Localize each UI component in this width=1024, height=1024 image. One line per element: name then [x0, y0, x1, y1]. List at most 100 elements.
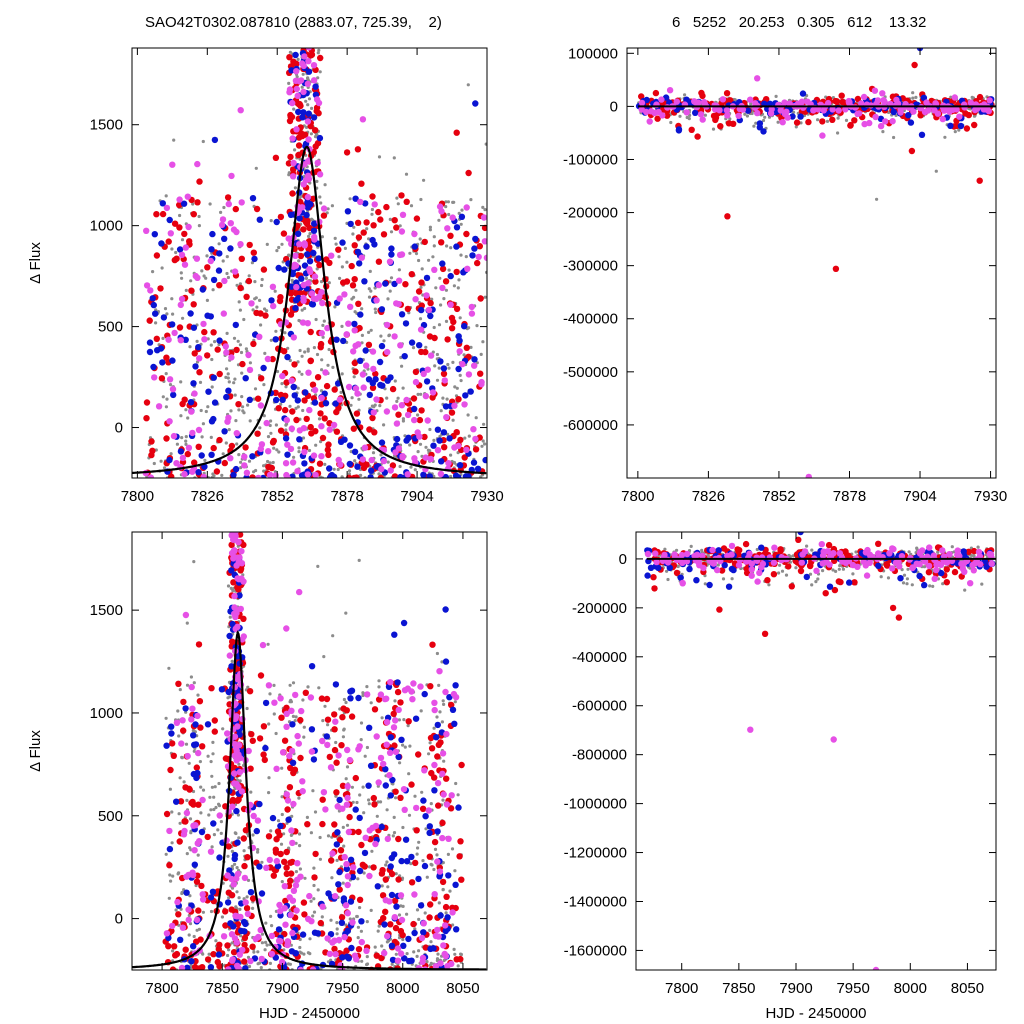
data-point-blue	[368, 467, 375, 474]
data-point-gray	[435, 378, 440, 382]
data-point-blue	[408, 853, 415, 861]
data-point-red	[163, 810, 171, 818]
data-point-red	[372, 370, 379, 378]
data-point-blue	[756, 120, 764, 127]
data-point-gray	[431, 255, 435, 259]
data-point-red	[257, 672, 265, 679]
data-point-magenta	[651, 109, 658, 117]
data-point-blue	[332, 400, 339, 407]
data-point-red	[375, 208, 382, 216]
data-point-red	[157, 285, 164, 292]
data-point-red	[375, 696, 383, 703]
data-point-blue	[393, 903, 400, 910]
data-point-red	[337, 847, 345, 854]
data-point-red	[195, 907, 202, 914]
data-point-magenta	[344, 881, 351, 889]
data-point-gray	[446, 362, 450, 367]
data-point-gray	[211, 740, 215, 745]
data-point-magenta	[231, 547, 238, 554]
data-point-magenta	[307, 268, 314, 276]
data-point-blue	[187, 310, 194, 317]
data-point-gray	[242, 411, 246, 415]
data-point-magenta	[342, 902, 350, 909]
data-point-magenta	[932, 100, 939, 107]
data-point-gray	[187, 913, 191, 918]
data-point-red	[191, 350, 198, 357]
data-point-magenta	[270, 302, 277, 310]
data-point-blue	[433, 734, 440, 741]
data-point-blue	[149, 295, 156, 302]
data-point-gray	[326, 207, 330, 211]
data-point-gray	[453, 869, 457, 873]
data-point-magenta	[231, 752, 238, 759]
data-point-gray	[188, 345, 192, 349]
data-point-magenta	[412, 296, 419, 303]
data-point-magenta	[638, 99, 646, 107]
data-point-magenta	[386, 772, 393, 779]
data-point-gray	[309, 41, 312, 44]
data-point-blue	[228, 663, 235, 670]
data-point-gray	[451, 360, 455, 364]
data-point-magenta	[236, 951, 243, 958]
data-point-red	[476, 243, 483, 250]
data-point-red	[171, 256, 178, 264]
data-point-blue	[947, 122, 954, 129]
data-point-magenta	[143, 227, 150, 234]
data-point-gray	[272, 712, 276, 716]
data-point-red	[317, 54, 324, 62]
data-point-red	[383, 203, 390, 211]
data-point-red	[287, 764, 294, 772]
data-point-red	[302, 689, 309, 696]
data-point-red	[356, 896, 364, 903]
data-point-blue	[403, 858, 411, 865]
data-point-gray	[432, 438, 436, 442]
data-point-magenta	[384, 835, 391, 843]
data-point-red	[253, 205, 261, 213]
data-point-red	[348, 262, 355, 270]
data-point-gray	[401, 937, 405, 942]
data-point-gray	[316, 76, 320, 80]
axes-frame	[131, 47, 488, 479]
data-point-gray	[316, 564, 320, 569]
data-point-magenta	[475, 253, 482, 261]
data-point-gray	[260, 283, 264, 288]
data-point-magenta	[230, 555, 237, 562]
data-point-blue	[150, 301, 157, 309]
data-point-blue	[298, 472, 306, 478]
data-point-gray	[379, 334, 383, 338]
data-point-magenta	[483, 254, 487, 261]
data-point-gray	[265, 242, 269, 246]
data-point-gray	[438, 710, 442, 714]
data-point-red	[426, 853, 433, 860]
data-point-gray	[187, 933, 191, 937]
data-point-red	[287, 290, 295, 297]
data-point-blue	[273, 218, 280, 226]
data-point-gray	[438, 434, 442, 438]
data-point-gray	[184, 288, 188, 292]
data-point-red	[180, 727, 187, 734]
data-point-gray	[280, 795, 284, 799]
data-point-gray	[825, 119, 830, 123]
data-point-magenta	[387, 467, 394, 474]
data-point-magenta	[659, 112, 666, 119]
data-point-red	[839, 98, 846, 106]
data-point-magenta	[306, 892, 313, 900]
data-point-red	[349, 282, 357, 289]
data-point-red	[241, 958, 248, 965]
data-point-magenta	[311, 386, 319, 394]
data-point-gray	[440, 660, 444, 664]
data-point-blue	[451, 720, 458, 727]
data-point-magenta	[276, 901, 283, 909]
data-point-magenta	[305, 58, 312, 65]
data-point-magenta	[341, 853, 348, 861]
data-point-gray	[435, 651, 439, 656]
data-point-magenta	[450, 690, 458, 698]
data-point-red	[363, 219, 370, 226]
data-point-magenta	[331, 893, 339, 900]
data-point-blue	[292, 51, 299, 59]
data-point-gray	[405, 952, 409, 956]
data-point-blue	[199, 286, 206, 293]
data-point-gray	[292, 455, 296, 459]
data-point-blue	[434, 426, 442, 433]
data-point-magenta	[293, 907, 300, 914]
